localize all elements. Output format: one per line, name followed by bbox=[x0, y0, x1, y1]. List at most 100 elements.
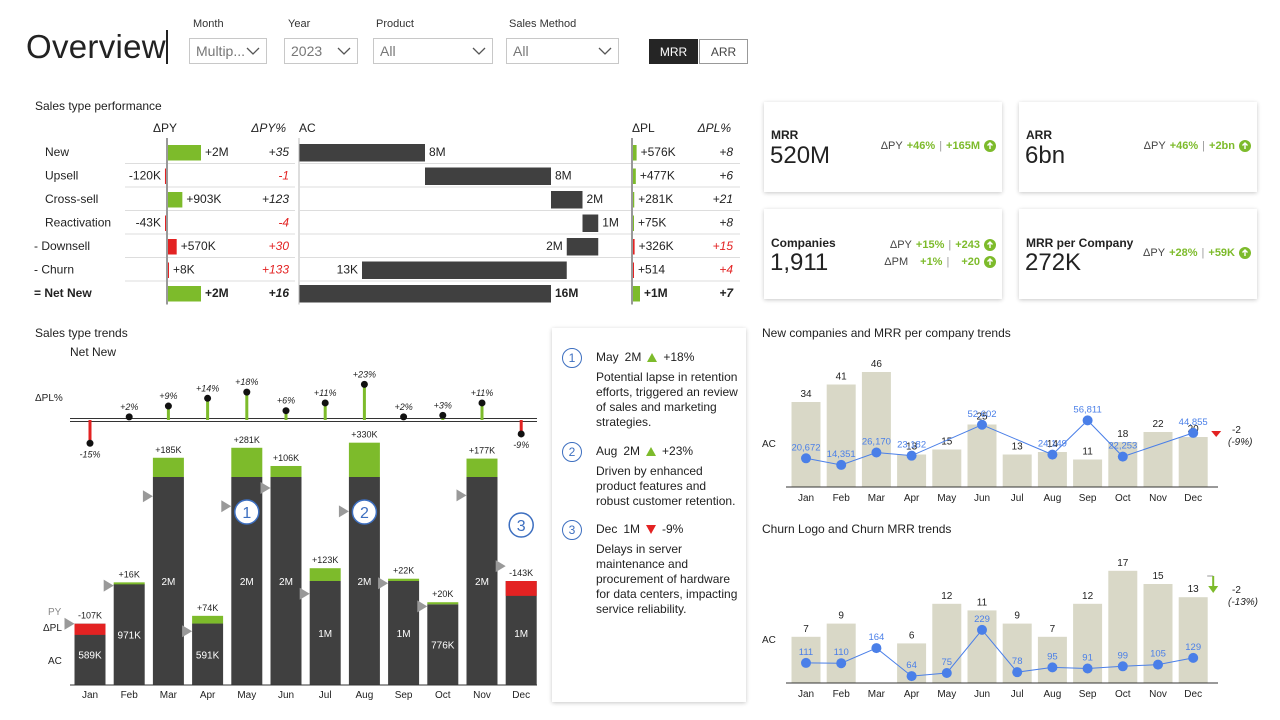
bar-value-label: 7 bbox=[803, 624, 809, 635]
row-label: ΔPL% bbox=[35, 393, 63, 404]
lollipop-dot bbox=[400, 413, 408, 421]
sales-type-performance-table: ΔPY ΔPY% AC ΔPL ΔPL% New +2M +35 8M +576K +8 Upsell… bbox=[34, 121, 740, 305]
month-label: Jul bbox=[1011, 689, 1024, 700]
ac-bar bbox=[427, 604, 459, 685]
trend-value-label: 20,672 bbox=[791, 442, 820, 453]
down-triangle-icon bbox=[1211, 431, 1222, 437]
dpl-label: +22K bbox=[393, 566, 414, 576]
dpy-pct-label: +123 bbox=[262, 192, 289, 206]
dpl-label: +106K bbox=[273, 453, 299, 463]
dpl-pct-label: +18% bbox=[235, 377, 258, 387]
month-label: Sep bbox=[395, 690, 413, 701]
py-marker bbox=[417, 600, 428, 613]
py-marker bbox=[378, 577, 389, 590]
row-label: Upsell bbox=[45, 168, 78, 182]
lollipop-dot bbox=[321, 399, 329, 407]
trend-value-label: 229 bbox=[974, 614, 990, 625]
dpl-bar bbox=[113, 582, 145, 585]
dpl-bar bbox=[309, 568, 341, 581]
month-label: Apr bbox=[904, 689, 920, 700]
down-arrow-icon bbox=[1208, 586, 1219, 593]
row-label: - Churn bbox=[34, 262, 74, 276]
dpl-label: +281K bbox=[234, 435, 260, 445]
mrr-toggle-button[interactable]: MRR bbox=[649, 39, 698, 64]
trend-dot bbox=[941, 668, 952, 678]
month-dropdown[interactable]: Multip... bbox=[189, 38, 267, 64]
month-label: Oct bbox=[435, 690, 451, 701]
month-label: Jan bbox=[82, 690, 98, 701]
delta-pct: +46% bbox=[906, 140, 936, 152]
month-label: Sep bbox=[1079, 493, 1097, 504]
row-label: PY bbox=[48, 607, 62, 618]
product-dropdown-value: All bbox=[380, 43, 396, 59]
kpi-label: MRR bbox=[771, 128, 799, 142]
trend-value-label: 129 bbox=[1185, 642, 1201, 653]
kpi-delta: ΔPY +46% | +165M bbox=[881, 140, 996, 152]
bar-value-label: 41 bbox=[836, 372, 848, 383]
ac-bar bbox=[425, 167, 551, 185]
ac-bar bbox=[309, 581, 341, 685]
kpi-card-arr: ARR 6bn ΔPY +46% | +2bn bbox=[1019, 102, 1257, 192]
py-marker bbox=[338, 505, 349, 518]
dpy-label: -120K bbox=[129, 168, 161, 182]
dpl-label: +576K bbox=[641, 145, 676, 159]
ac-label: 16M bbox=[555, 286, 578, 300]
dpy-label: +570K bbox=[181, 239, 216, 253]
end-delta-pct-label: (-9%) bbox=[1228, 437, 1252, 448]
ac-bar bbox=[299, 144, 425, 162]
ac-bar bbox=[505, 581, 537, 685]
ac-label: 2M bbox=[546, 239, 563, 253]
up-triangle-icon bbox=[647, 352, 658, 362]
dpl-bar bbox=[632, 286, 640, 302]
month-label: Jun bbox=[974, 689, 990, 700]
trend-dot bbox=[871, 447, 882, 458]
month-label: Nov bbox=[473, 690, 491, 701]
annotation-heading: Aug 2M +23% bbox=[596, 444, 693, 458]
bar-value-label: 12 bbox=[1082, 591, 1094, 602]
annotation-marker bbox=[234, 499, 260, 525]
ac-bar bbox=[1037, 636, 1067, 683]
annotation-marker bbox=[351, 499, 378, 525]
product-dropdown[interactable]: All bbox=[373, 38, 493, 64]
up-arrow-icon bbox=[984, 256, 996, 268]
dpy-label: -43K bbox=[136, 215, 161, 229]
trend-dot bbox=[1153, 659, 1163, 670]
month-label: Jan bbox=[798, 689, 814, 700]
kpi-delta: ΔPM +1% | +20 bbox=[884, 256, 996, 268]
trend-value-label: 95 bbox=[1047, 651, 1058, 662]
sales-method-dropdown[interactable]: All bbox=[506, 38, 619, 64]
delta-abs: +2bn bbox=[1209, 140, 1235, 152]
annotation-heading: May 2M +18% bbox=[596, 350, 694, 364]
dpl-label: -107K bbox=[78, 611, 102, 621]
trend-dot bbox=[1082, 415, 1093, 426]
trend-value-label: 23,182 bbox=[897, 440, 926, 451]
annotation-value: 1M bbox=[623, 522, 641, 536]
kpi-value: 272K bbox=[1025, 249, 1082, 276]
trend-value-label: 22,253 bbox=[1108, 441, 1137, 452]
row-label: AC bbox=[762, 439, 776, 450]
sales-type-performance-title: Sales type performance bbox=[35, 99, 162, 113]
dpl-pct-label: +4 bbox=[719, 262, 733, 276]
ac-bar bbox=[861, 372, 891, 487]
trend-dot bbox=[871, 643, 882, 654]
year-filter-label: Year bbox=[288, 18, 311, 30]
ac-label: 1M bbox=[602, 215, 619, 229]
lollipop-dot bbox=[164, 402, 172, 410]
kpi-value: 1,911 bbox=[770, 249, 829, 276]
trend-value-label: 111 bbox=[799, 647, 813, 658]
arr-toggle-button[interactable]: ARR bbox=[699, 39, 748, 64]
dpl-bar bbox=[152, 457, 184, 477]
year-dropdown[interactable]: 2023 bbox=[284, 38, 358, 64]
py-marker bbox=[142, 490, 153, 503]
kpi-label: Companies bbox=[771, 236, 836, 250]
dpy-bar bbox=[164, 168, 167, 184]
month-filter-label: Month bbox=[193, 18, 224, 30]
dpl-label: +330K bbox=[351, 430, 377, 440]
dpl-label: +75K bbox=[638, 215, 666, 229]
kpi-value: 6bn bbox=[1025, 142, 1066, 169]
py-marker bbox=[299, 587, 310, 600]
trend-value-label: 26,170 bbox=[862, 437, 891, 448]
ac-bar bbox=[270, 477, 302, 685]
dpy-pct-label: +133 bbox=[262, 262, 289, 276]
annotation-month: Dec bbox=[596, 522, 618, 536]
